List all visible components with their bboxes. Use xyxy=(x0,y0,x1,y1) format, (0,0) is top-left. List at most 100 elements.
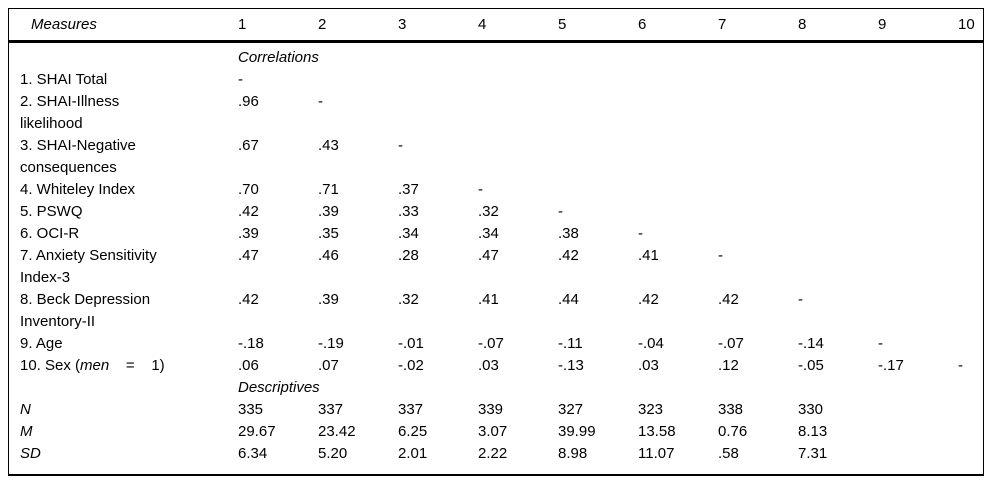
value-cell: 3.07 xyxy=(478,423,508,440)
label-text: 5. PSWQ xyxy=(20,203,83,220)
value-cell: 339 xyxy=(478,401,504,418)
value-cell: .03 xyxy=(478,357,499,374)
value-cell: .33 xyxy=(398,203,419,220)
value-cell: 29.67 xyxy=(238,423,276,440)
label-text: Inventory-II xyxy=(20,313,96,330)
label-text: N xyxy=(20,401,31,418)
value-cell: -.07 xyxy=(478,335,504,352)
value-cell: 338 xyxy=(718,401,744,418)
column-header: 3 xyxy=(398,16,407,33)
value-cell: -.11 xyxy=(558,335,583,352)
value-cell: .42 xyxy=(558,247,579,264)
value-cell: 2.22 xyxy=(478,445,508,462)
value-cell: .37 xyxy=(398,181,419,198)
table-row: N 335 337 337 339 327 323 338 330 xyxy=(9,399,983,421)
table-row: 5. PSWQ .42 .39 .33 .32 - xyxy=(9,201,983,223)
value-cell: 6.34 xyxy=(238,445,268,462)
label-text: Index-3 xyxy=(20,269,71,286)
section-title-row: Descriptives xyxy=(9,377,983,399)
column-header: 8 xyxy=(798,16,807,33)
value-cell: -.17 xyxy=(878,357,904,374)
value-cell: - xyxy=(878,335,883,352)
measure-label: 8. Beck Depression Inventory-II xyxy=(9,289,238,333)
value-cell: 39.99 xyxy=(558,423,596,440)
value-cell: -.05 xyxy=(798,357,824,374)
table-row: SD 6.34 5.20 2.01 2.22 8.98 11.07 .58 7.31 xyxy=(9,443,983,465)
label-text: 1. SHAI Total xyxy=(20,71,108,88)
value-cell: .42 xyxy=(238,203,259,220)
value-cell: -.14 xyxy=(798,335,824,352)
label-text: consequences xyxy=(20,159,117,176)
value-cell: - xyxy=(478,181,483,198)
value-cell: .47 xyxy=(238,247,259,264)
label-text: likelihood xyxy=(20,115,83,132)
value-cell: -.01 xyxy=(398,335,424,352)
value-cell: .39 xyxy=(318,291,339,308)
measure-label: M xyxy=(9,421,238,443)
value-cell: -.19 xyxy=(318,335,344,352)
value-cell: 337 xyxy=(398,401,424,418)
value-cell: .42 xyxy=(638,291,659,308)
section-title: Correlations xyxy=(238,49,319,66)
value-cell: 323 xyxy=(638,401,664,418)
label-text: 8. Beck Depression xyxy=(20,291,151,308)
value-cell: 330 xyxy=(798,401,824,418)
label-text: 3. SHAI-Negative xyxy=(20,137,136,154)
value-cell: .58 xyxy=(718,445,739,462)
table-row: 6. OCI-R .39 .35 .34 .34 .38 - xyxy=(9,223,983,245)
label-text: men xyxy=(80,357,110,374)
table-row: 7. Anxiety Sensitivity Index-3 .47 .46 .28 .4… xyxy=(9,245,983,289)
value-cell: .41 xyxy=(638,247,659,264)
measure-label: 5. PSWQ xyxy=(9,201,238,223)
value-cell: .38 xyxy=(558,225,579,242)
section-title-row: Correlations xyxy=(9,47,983,69)
value-cell: 335 xyxy=(238,401,264,418)
value-cell: - xyxy=(318,93,323,110)
value-cell: .70 xyxy=(238,181,259,198)
value-cell: -.02 xyxy=(398,357,424,374)
label-text: 2. SHAI-Illness xyxy=(20,93,120,110)
column-header: 5 xyxy=(558,16,567,33)
column-header: 7 xyxy=(718,16,727,33)
value-cell: .47 xyxy=(478,247,499,264)
value-cell: .28 xyxy=(398,247,419,264)
table-row: 10. Sex (men = 1) .06.07 -.02.03 -.13.03.12… xyxy=(9,355,983,377)
value-cell: .12 xyxy=(718,357,739,374)
table-row: 3. SHAI-Negative consequences .67 .43 - xyxy=(9,135,983,179)
value-cell: .44 xyxy=(558,291,579,308)
value-cell: 11.07 xyxy=(638,445,675,462)
value-cell: 327 xyxy=(558,401,584,418)
correlation-table: Measures 1 2 3 4 5 6 7 8 9 10 Correlations 1. SHAI… xyxy=(8,8,984,476)
value-cell: .34 xyxy=(398,225,419,242)
measure-label: SD xyxy=(9,443,238,465)
value-cell: - xyxy=(238,71,243,88)
table-row: 2. SHAI-Illness likelihood .96 - xyxy=(9,91,983,135)
table-row: 1. SHAI Total - xyxy=(9,69,983,91)
value-cell: 337 xyxy=(318,401,344,418)
table-row: 4. Whiteley Index .70 .71 .37 - xyxy=(9,179,983,201)
measure-label: 2. SHAI-Illness likelihood xyxy=(9,91,238,135)
value-cell: 6.25 xyxy=(398,423,428,440)
value-cell: 0.76 xyxy=(718,423,748,440)
value-cell: - xyxy=(638,225,643,242)
value-cell: - xyxy=(398,137,403,154)
value-cell: .32 xyxy=(398,291,419,308)
label-text: 4. Whiteley Index xyxy=(20,181,136,198)
value-cell: .46 xyxy=(318,247,339,264)
value-cell: .41 xyxy=(478,291,499,308)
value-cell: 8.98 xyxy=(558,445,588,462)
label-text: = 1) xyxy=(109,357,165,374)
column-header: 1 xyxy=(238,16,247,33)
value-cell: .06 xyxy=(238,357,259,374)
value-cell: .07 xyxy=(318,357,339,374)
value-cell: 23.42 xyxy=(318,423,356,440)
value-cell: .39 xyxy=(238,225,259,242)
label-text: 7. Anxiety Sensitivity xyxy=(20,247,157,264)
measure-label: 3. SHAI-Negative consequences xyxy=(9,135,238,179)
table-row: 9. Age -.18 -.19 -.01 -.07 -.11 -.04 -.07 -.14 - xyxy=(9,333,983,355)
label-text: 9. Age xyxy=(20,335,63,352)
table-row: M 29.67 23.42 6.25 3.07 39.99 13.58 0.76 8.13 xyxy=(9,421,983,443)
column-header: 6 xyxy=(638,16,647,33)
value-cell: .67 xyxy=(238,137,259,154)
